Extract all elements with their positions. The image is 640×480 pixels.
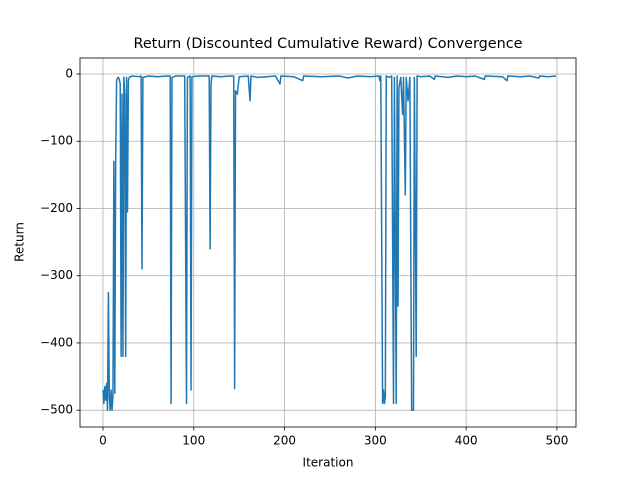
y-axis-label: Return — [13, 222, 27, 262]
x-tick-label: 200 — [273, 434, 296, 448]
axes-frame — [79, 57, 577, 428]
y-tick-label: −500 — [40, 403, 73, 417]
x-tick-label: 300 — [364, 434, 387, 448]
x-axis-label: Iteration — [303, 456, 354, 470]
x-tick-label: 400 — [455, 434, 478, 448]
x-tick-label: 100 — [182, 434, 205, 448]
x-tick-label: 500 — [545, 434, 568, 448]
x-tick-label: 0 — [99, 434, 107, 448]
chart-title: Return (Discounted Cumulative Reward) Co… — [133, 36, 522, 52]
y-tick-label: −300 — [40, 268, 73, 282]
y-tick-label: −400 — [40, 335, 73, 349]
y-tick-label: 0 — [65, 67, 73, 81]
y-tick-label: −100 — [40, 134, 73, 148]
y-tick-label: −200 — [40, 201, 73, 215]
data-line — [102, 75, 557, 411]
